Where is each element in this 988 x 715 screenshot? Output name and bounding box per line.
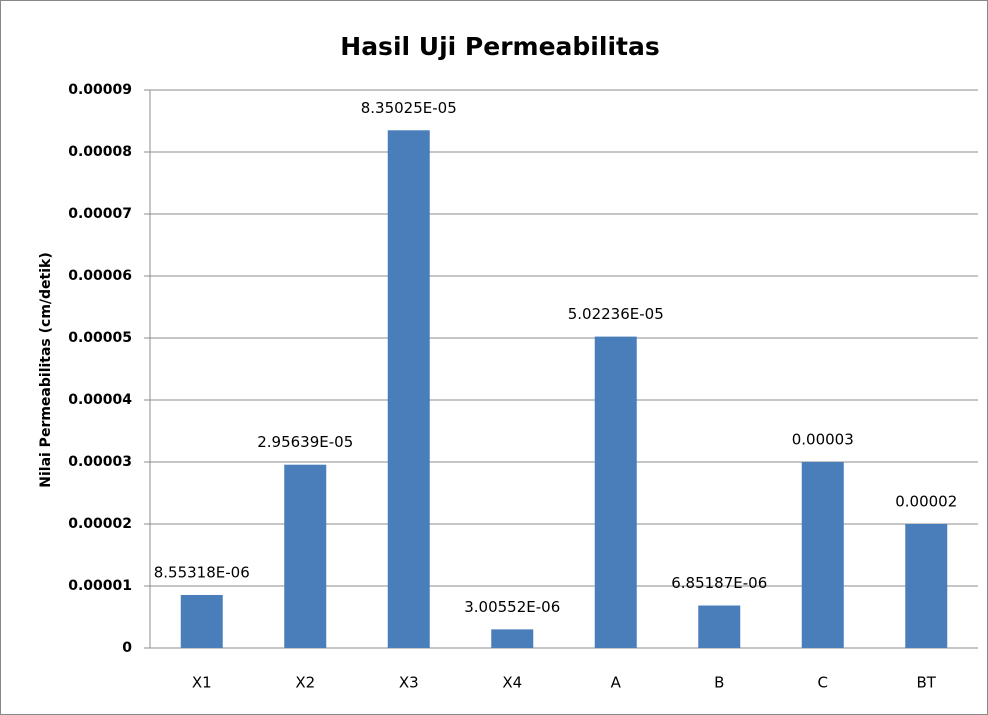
bar bbox=[594, 336, 637, 648]
y-tick-label: 0.00002 bbox=[68, 516, 132, 532]
y-tick-label: 0.00001 bbox=[68, 578, 132, 594]
y-tick-label: 0.00007 bbox=[68, 206, 132, 222]
data-label: 2.95639E-05 bbox=[257, 433, 353, 451]
data-label: 3.00552E-06 bbox=[464, 598, 560, 616]
data-label: 6.85187E-06 bbox=[671, 574, 767, 592]
y-axis-label: Nilai Permeabilitas (cm/detik) bbox=[38, 252, 54, 488]
data-label: 8.55318E-06 bbox=[154, 563, 250, 581]
x-tick-label: X2 bbox=[295, 674, 315, 692]
x-tick-label: B bbox=[714, 674, 724, 692]
chart-title: Hasil Uji Permeabilitas bbox=[340, 32, 659, 61]
bar bbox=[801, 462, 844, 648]
y-tick-label: 0.00006 bbox=[68, 268, 132, 284]
bar bbox=[698, 605, 741, 648]
x-tick-label: X4 bbox=[502, 674, 522, 692]
bar bbox=[180, 594, 223, 648]
data-label: 0.00002 bbox=[895, 493, 957, 511]
x-tick-label: BT bbox=[917, 674, 937, 692]
bar bbox=[284, 464, 327, 648]
x-tick-label: X3 bbox=[399, 674, 419, 692]
y-tick-label: 0.00009 bbox=[68, 82, 132, 98]
data-label: 5.02236E-05 bbox=[568, 305, 664, 323]
x-tick-label: A bbox=[611, 674, 622, 692]
y-tick-label: 0.00005 bbox=[68, 330, 132, 346]
data-label: 0.00003 bbox=[792, 431, 854, 449]
data-label: 8.35025E-05 bbox=[361, 99, 457, 117]
y-tick-label: 0.00008 bbox=[68, 144, 132, 160]
x-tick-label: C bbox=[818, 674, 828, 692]
y-tick-label: 0.00004 bbox=[68, 392, 132, 408]
y-tick-label: 0.00003 bbox=[68, 454, 132, 470]
bar bbox=[905, 524, 948, 648]
x-tick-label: X1 bbox=[192, 674, 212, 692]
y-tick-label: 0 bbox=[122, 640, 132, 656]
bar bbox=[387, 130, 430, 649]
bar bbox=[491, 629, 534, 648]
